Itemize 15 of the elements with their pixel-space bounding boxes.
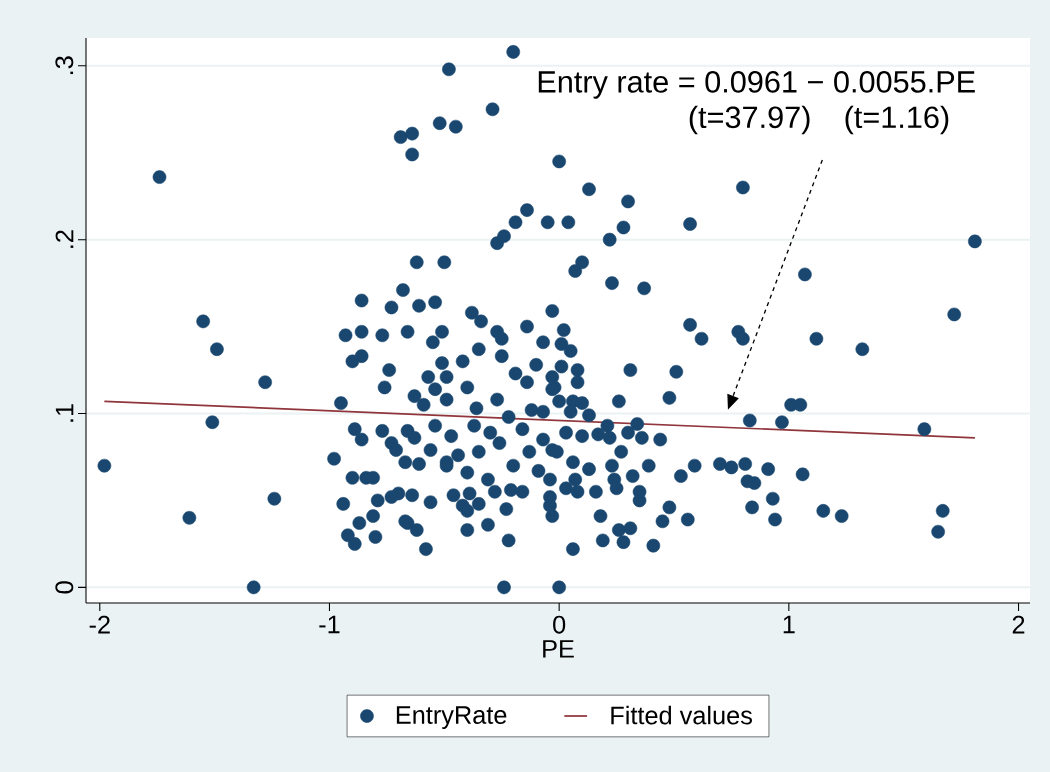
annotation: (t=37.97) [689, 105, 810, 135]
x-tick-label: 2 [1012, 615, 1025, 634]
annotation: Entry rate = 0.0961 − 0.0055.PE [538, 71, 975, 99]
x-tick-label: -1 [319, 615, 340, 634]
x-tick-label: 1 [783, 615, 795, 634]
y-tick-label: .1 [55, 404, 74, 422]
x-axis-title: PE [543, 640, 574, 658]
annotation: (t=1.16) [845, 105, 949, 135]
legend-label: Fitted values [611, 705, 752, 725]
legend-label: EntryRate [396, 706, 507, 729]
y-tick-label: 0 [55, 581, 74, 594]
x-tick-label: 0 [553, 615, 566, 634]
x-tick-label: -2 [89, 615, 110, 634]
y-tick-label: .3 [55, 56, 74, 75]
y-tick-label: .2 [55, 230, 74, 248]
